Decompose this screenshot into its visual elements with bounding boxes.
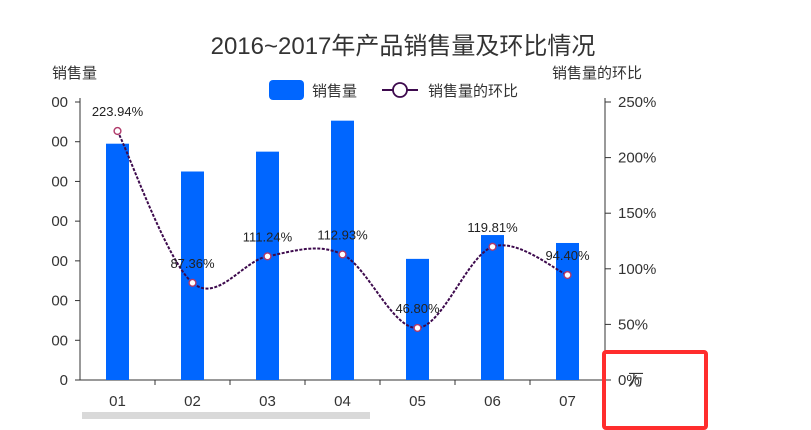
legend-bar-swatch (269, 80, 304, 100)
bar (406, 258, 429, 380)
line-data-label: 112.93% (317, 227, 368, 242)
right-tick-label: 150% (618, 205, 656, 222)
line-data-label: 94.40% (545, 248, 590, 263)
left-tick-label: 00 (51, 213, 68, 230)
legend-bar-label: 销售量 (312, 83, 357, 100)
zoom-scrollbar[interactable] (82, 412, 370, 419)
line-point (338, 250, 347, 259)
left-tick-label: 00 (51, 253, 68, 270)
chart-title: 2016~2017年产品销售量及环比情况 (211, 33, 596, 60)
x-tick-label: 02 (184, 393, 201, 410)
bar (106, 143, 129, 380)
left-tick-label: 00 (51, 293, 68, 310)
bar-series (106, 120, 579, 380)
line-point (413, 323, 422, 333)
unit-label: 万 (628, 372, 644, 389)
x-tick-label: 07 (559, 393, 576, 410)
legend-line-label: 销售量的环比 (428, 83, 518, 100)
line-series (113, 126, 572, 333)
left-tick-label: 00 (51, 94, 68, 111)
line-point (263, 252, 272, 261)
left-tick-label: 00 (51, 332, 68, 349)
line-data-label: 46.80% (395, 301, 440, 316)
right-tick-label: 100% (618, 261, 656, 278)
line-point (488, 242, 497, 251)
line-data-label: 119.81% (467, 220, 518, 235)
left-tick-label: 0 (60, 372, 68, 389)
x-tick-label: 03 (259, 393, 276, 410)
line-data-label: 223.94% (92, 104, 144, 119)
chart: 2016~2017年产品销售量及环比情况 销售量 销售量的环比 销售量 销售量的环… (51, 33, 656, 410)
left-axis-name: 销售量 (52, 65, 97, 82)
line-data-label: 111.24% (243, 229, 293, 244)
bar (481, 235, 504, 380)
right-axis-name: 销售量的环比 (552, 65, 642, 82)
bar (556, 242, 579, 380)
axes: 01 02 03 04 05 06 070000000000000000%50%100%15… (51, 94, 656, 410)
data-labels: 223.94% 87.36% 111.24% 112.93% 46.80% 119.81%… (92, 104, 590, 316)
x-tick-label: 06 (484, 393, 501, 410)
line-point (188, 278, 197, 287)
right-tick-label: 50% (618, 316, 648, 333)
bar (256, 151, 279, 380)
right-tick-label: 200% (618, 150, 656, 167)
x-tick-label: 04 (334, 393, 351, 410)
x-tick-label: 05 (409, 393, 426, 410)
highlight-box (602, 350, 708, 430)
left-tick-label: 00 (51, 173, 68, 190)
bar (181, 171, 204, 380)
legend-line-marker (392, 82, 408, 98)
legend[interactable]: 销售量 销售量的环比 (269, 80, 518, 100)
x-tick-label: 01 (109, 393, 126, 410)
line-point (563, 270, 572, 280)
right-tick-label: 0% (618, 372, 640, 389)
left-tick-label: 00 (51, 134, 68, 151)
line-data-label: 87.36% (170, 256, 215, 271)
right-tick-label: 250% (618, 94, 656, 111)
line-point (113, 126, 122, 136)
